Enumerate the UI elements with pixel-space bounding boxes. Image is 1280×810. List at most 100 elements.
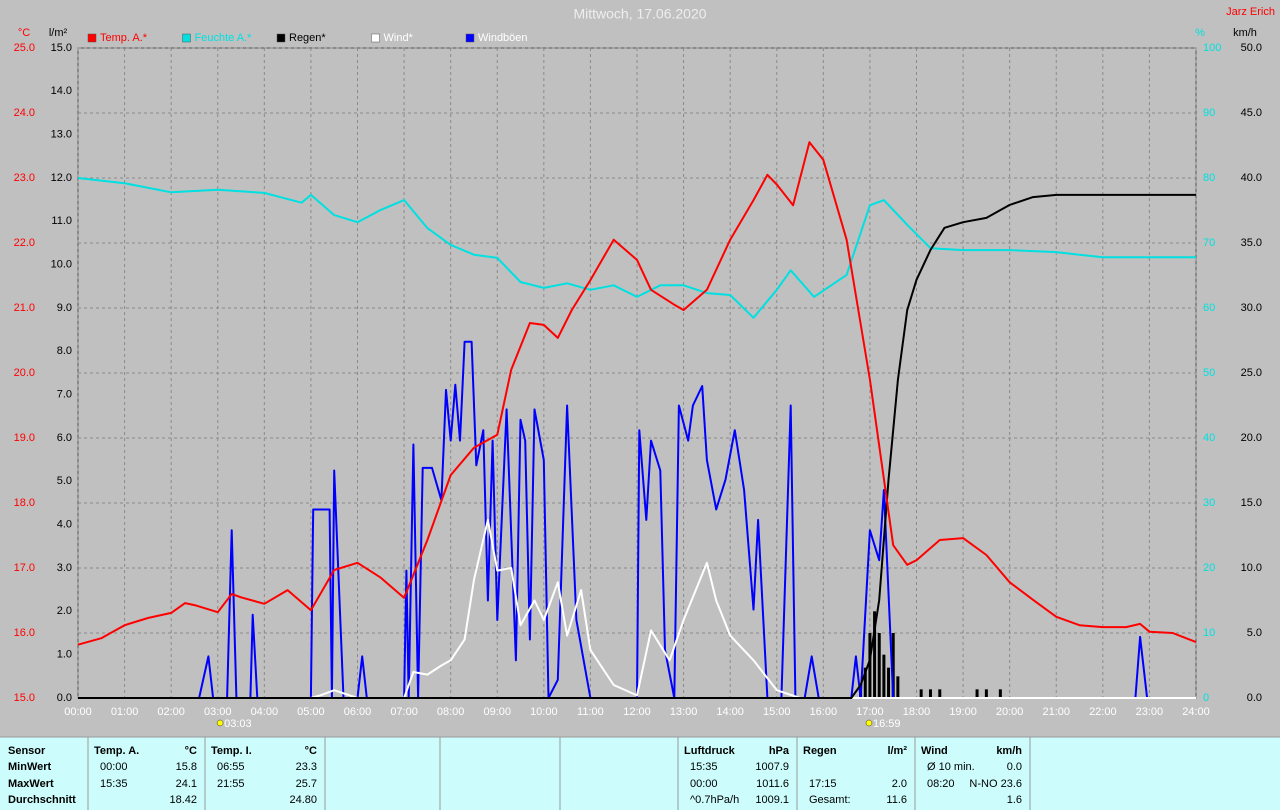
- cell-label: 21:55: [217, 778, 245, 790]
- annotation-label: 03:03: [224, 718, 252, 730]
- y-tick-label: 80: [1203, 172, 1215, 184]
- column-header: Luftdruck: [684, 745, 736, 757]
- y-tick-label: 20.0: [14, 367, 35, 379]
- y-tick-label: 10: [1203, 627, 1215, 639]
- row-label: MinWert: [8, 761, 52, 773]
- legend-swatch: [276, 33, 286, 43]
- legend-label: Regen*: [289, 32, 326, 44]
- y-tick-label: 24.0: [14, 107, 35, 119]
- x-tick-label: 11:00: [577, 706, 604, 718]
- rain-bar: [863, 667, 867, 698]
- y-tick-label: 60: [1203, 302, 1215, 314]
- row-label: MaxWert: [8, 778, 54, 790]
- x-tick-label: 22:00: [1089, 706, 1117, 718]
- column-header: Regen: [803, 745, 837, 757]
- axis-unit: l/m²: [49, 27, 68, 39]
- x-tick-label: 14:00: [716, 706, 744, 718]
- y-tick-label: 15.0: [51, 42, 72, 54]
- rain-bar: [887, 667, 891, 698]
- cell-label: 15:35: [690, 761, 718, 773]
- rain-bar: [928, 689, 932, 698]
- y-tick-label: 25.0: [14, 42, 35, 54]
- y-tick-label: 13.0: [51, 129, 72, 141]
- legend-swatch: [87, 33, 97, 43]
- chart-title: Mittwoch, 17.06.2020: [573, 6, 706, 22]
- axis-unit: °C: [18, 27, 30, 39]
- x-tick-label: 19:00: [949, 706, 977, 718]
- x-tick-label: 04:00: [251, 706, 279, 718]
- y-tick-label: 5.0: [57, 475, 72, 487]
- cell-label: 17:15: [809, 778, 837, 790]
- x-tick-label: 13:00: [670, 706, 698, 718]
- author: Jarz Erich: [1226, 6, 1275, 18]
- cell-label: ^0.7hPa/h: [690, 794, 739, 806]
- x-tick-label: 10:00: [530, 706, 558, 718]
- column-unit: °C: [305, 745, 317, 757]
- column-unit: hPa: [769, 745, 790, 757]
- cell-label: 08:20: [927, 778, 955, 790]
- column-header: Temp. I.: [211, 745, 252, 757]
- x-tick-label: 03:00: [204, 706, 232, 718]
- y-tick-label: 22.0: [14, 237, 35, 249]
- legend-swatch: [182, 33, 191, 43]
- y-tick-label: 70: [1203, 237, 1215, 249]
- y-tick-label: 11.0: [51, 215, 72, 227]
- y-tick-label: 17.0: [14, 562, 35, 574]
- cell-value: 1.6: [1007, 794, 1022, 806]
- rain-bar: [877, 633, 881, 698]
- x-tick-label: 18:00: [903, 706, 931, 718]
- y-tick-label: 1.0: [57, 649, 72, 661]
- cell-value: 25.7: [296, 778, 317, 790]
- legend-swatch: [465, 33, 475, 43]
- x-tick-label: 17:00: [856, 706, 884, 718]
- column-unit: °C: [185, 745, 197, 757]
- y-tick-label: 90: [1203, 107, 1215, 119]
- cell-label: 15:35: [100, 778, 128, 790]
- y-tick-label: 25.0: [1241, 367, 1262, 379]
- y-tick-label: 9.0: [57, 302, 72, 314]
- x-tick-label: 06:00: [344, 706, 372, 718]
- rain-bar: [938, 689, 942, 698]
- x-tick-label: 21:00: [1042, 706, 1070, 718]
- y-tick-label: 40: [1203, 432, 1215, 444]
- rain-bar: [984, 689, 988, 698]
- series-line: [77, 177, 1196, 319]
- x-tick-label: 07:00: [390, 706, 418, 718]
- y-tick-label: 0.0: [57, 692, 72, 704]
- x-tick-label: 15:00: [763, 706, 791, 718]
- column-header: Wind: [921, 745, 948, 757]
- rain-bar: [891, 633, 895, 698]
- axis-unit: %: [1195, 27, 1205, 39]
- sun-icon: [216, 719, 224, 727]
- table-dividers: [0, 736, 1280, 810]
- y-tick-label: 2.0: [57, 605, 72, 617]
- y-tick-label: 30: [1203, 497, 1215, 509]
- column-unit: km/h: [996, 745, 1022, 757]
- legend-label: Wind*: [384, 32, 414, 44]
- column-unit: l/m²: [887, 745, 907, 757]
- cell-value: 11.6: [886, 794, 907, 806]
- y-tick-label: 23.0: [14, 172, 35, 184]
- y-tick-label: 6.0: [57, 432, 72, 444]
- series-line: [77, 141, 1197, 646]
- y-tick-label: 14.0: [51, 85, 72, 97]
- y-tick-label: 21.0: [14, 302, 35, 314]
- y-tick-label: 18.0: [14, 497, 35, 509]
- y-tick-label: 10.0: [51, 259, 72, 271]
- y-tick-label: 8.0: [57, 345, 72, 357]
- cell-value: 0.0: [1007, 761, 1022, 773]
- row-label: Durchschnitt: [8, 794, 76, 806]
- x-tick-label: 16:00: [810, 706, 838, 718]
- x-tick-label: 20:00: [996, 706, 1024, 718]
- y-tick-label: 15.0: [1241, 497, 1262, 509]
- y-tick-label: 19.0: [14, 432, 35, 444]
- cell-label: 00:00: [100, 761, 128, 773]
- y-tick-label: 15.0: [14, 692, 35, 704]
- rain-bar: [975, 689, 979, 698]
- row-label: Sensor: [8, 745, 46, 757]
- rain-bar: [873, 611, 877, 698]
- y-tick-label: 7.0: [57, 389, 72, 401]
- y-tick-label: 3.0: [57, 562, 72, 574]
- y-tick-label: 12.0: [51, 172, 72, 184]
